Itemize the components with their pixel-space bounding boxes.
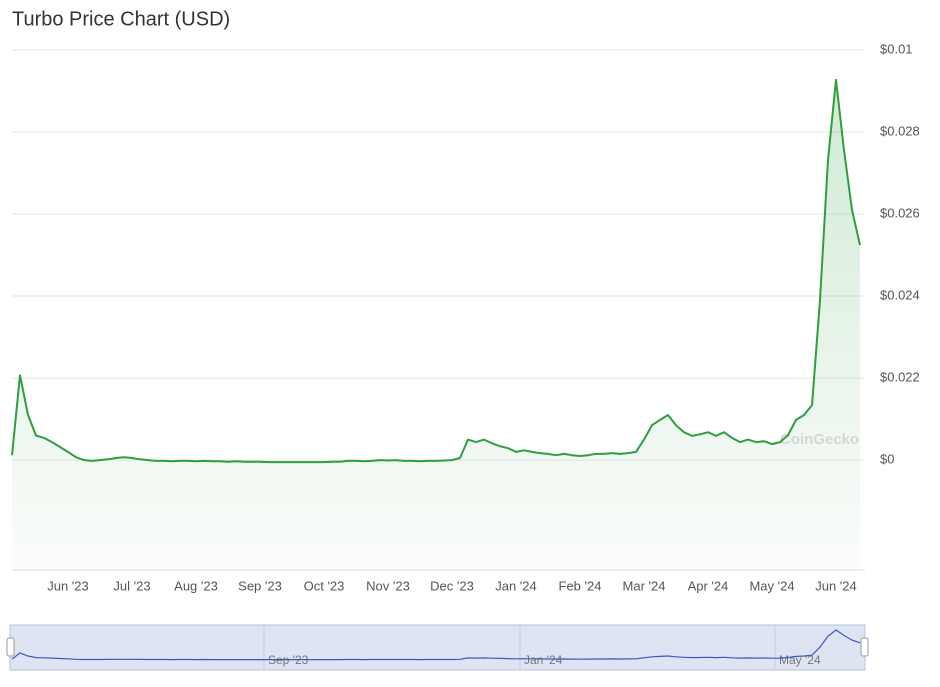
x-tick-label: Oct '23 xyxy=(304,578,345,593)
x-tick-label: Mar '24 xyxy=(623,578,666,593)
y-tick-label: $0.024 xyxy=(880,287,920,302)
x-tick-label: Jun '23 xyxy=(47,578,89,593)
x-tick-label: May '24 xyxy=(749,578,794,593)
x-tick-label: Jan '24 xyxy=(495,578,537,593)
y-tick-label: $0.026 xyxy=(880,205,920,220)
navigator[interactable] xyxy=(9,624,866,671)
x-tick-label: Feb '24 xyxy=(559,578,602,593)
price-area xyxy=(12,79,860,571)
navigator-line xyxy=(11,629,861,661)
x-tick-label: Aug '23 xyxy=(174,578,218,593)
x-tick-label: Jul '23 xyxy=(113,578,150,593)
x-tick-label: Apr '24 xyxy=(688,578,729,593)
y-tick-label: $0.01 xyxy=(880,41,913,56)
navigator-handle[interactable] xyxy=(6,637,15,657)
watermark: CoinGecko xyxy=(780,431,859,448)
x-tick-label: Sep '23 xyxy=(238,578,282,593)
x-tick-label: Jun '24 xyxy=(815,578,857,593)
navigator-label: May '24 xyxy=(779,653,821,667)
x-tick-label: Nov '23 xyxy=(366,578,410,593)
y-tick-label: $0 xyxy=(880,452,894,467)
y-tick-label: $0.028 xyxy=(880,123,920,138)
x-tick-label: Dec '23 xyxy=(430,578,474,593)
navigator-handle[interactable] xyxy=(860,637,869,657)
chart-title: Turbo Price Chart (USD) xyxy=(12,8,230,30)
navigator-label: Jan '24 xyxy=(524,653,563,667)
price-line xyxy=(11,78,861,464)
y-tick-label: $0.022 xyxy=(880,370,920,385)
